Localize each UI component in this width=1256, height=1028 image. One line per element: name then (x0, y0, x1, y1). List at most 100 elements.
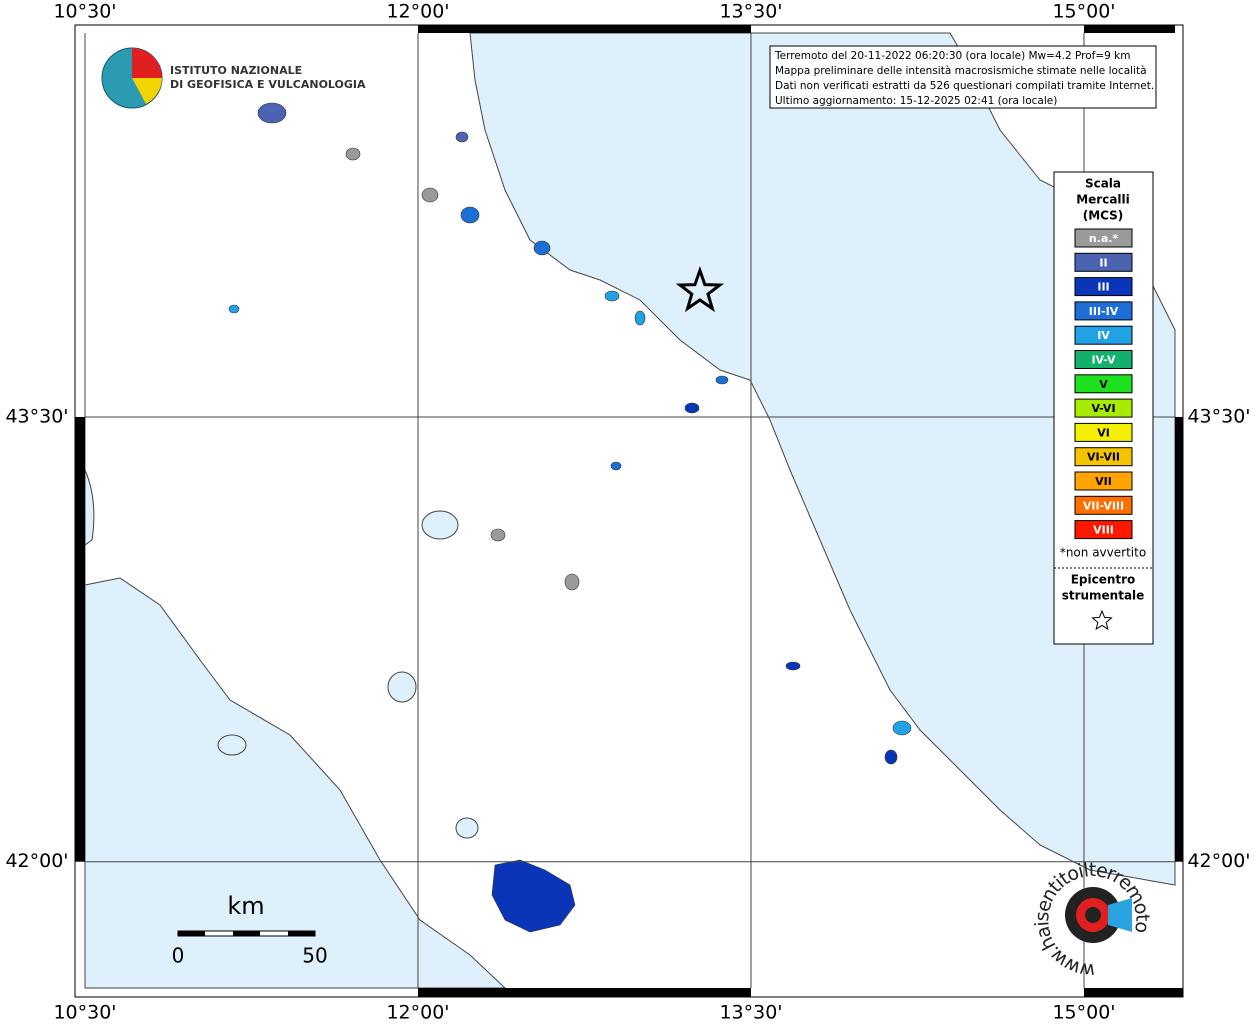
area (490, 528, 506, 542)
scale-segment (178, 931, 205, 936)
legend-label: n.a.* (1089, 232, 1119, 245)
logo-segment (132, 48, 162, 78)
legend: Scala Mercalli (MCS) *non avvertito Epic… (1053, 171, 1154, 645)
legend-label: V-VI (1091, 402, 1115, 415)
area (634, 310, 646, 326)
area (564, 573, 580, 591)
lat-label-right: 42°00' (1187, 850, 1250, 872)
frame-bar (1083, 988, 1175, 997)
legend-label: V (1099, 378, 1108, 391)
legend-swatch (1074, 325, 1133, 345)
frame-bars (75, 25, 1183, 997)
lon-label-bottom: 15°00' (1052, 1002, 1115, 1024)
area (785, 661, 801, 671)
frame-bar (1083, 25, 1175, 33)
adriatic-sea (469, 32, 1176, 886)
lake (455, 817, 479, 839)
info-line: Ultimo aggiornamento: 15-12-2025 02:41 (… (775, 95, 1057, 107)
legend-title: (MCS) (1083, 209, 1124, 223)
frame-bar (417, 988, 751, 997)
legend-label: III-IV (1089, 305, 1119, 318)
legend-epicenter-label: strumentale (1062, 589, 1145, 603)
area (610, 461, 622, 471)
area (228, 304, 240, 314)
lake (421, 510, 459, 540)
legend-swatch (1074, 422, 1133, 442)
legend-epicenter-label: Epicentro (1071, 573, 1136, 587)
lon-label-bottom: 10°30' (53, 1002, 116, 1024)
frame-bar (1175, 416, 1183, 862)
lake (387, 671, 417, 703)
area (884, 749, 898, 765)
scale-segment (288, 931, 315, 936)
area (491, 859, 576, 933)
legend-label: VI (1097, 426, 1110, 439)
frame-bar (75, 416, 85, 862)
lon-label-top: 13°30' (719, 1, 782, 23)
frame-bar (1175, 988, 1183, 997)
watermark-speaker (1108, 898, 1132, 932)
legend-swatch (1074, 350, 1133, 369)
lat-label-right: 43°30' (1187, 405, 1250, 427)
lon-label-top: 12°00' (386, 1, 449, 23)
legend-swatch (1074, 471, 1133, 491)
legend-note: *non avvertito (1060, 546, 1146, 560)
logo: ISTITUTO NAZIONALE DI GEOFISICA E VULCAN… (101, 47, 366, 109)
logo-segment (132, 78, 162, 104)
scale-start: 0 (172, 944, 185, 968)
info-box: Terremoto del 20-11-2022 06:20:30 (ora l… (769, 45, 1157, 109)
legend-label: VIII (1093, 524, 1114, 537)
lon-label-bottom: 13°30' (719, 1002, 782, 1024)
legend-swatch (1074, 277, 1133, 297)
legend-swatch (1074, 228, 1133, 248)
lon-label-top: 10°30' (53, 1, 116, 23)
area (715, 375, 729, 385)
info-line: Terremoto del 20-11-2022 06:20:30 (ora l… (774, 50, 1130, 62)
legend-title: Scala (1085, 177, 1121, 191)
legend-star (1091, 609, 1113, 631)
area (604, 290, 620, 302)
lon-label-top: 15°00' (1052, 1, 1115, 23)
map-area (84, 32, 1176, 989)
area (533, 240, 551, 256)
legend-label: IV-V (1091, 354, 1116, 367)
legend-label: VI-VII (1087, 451, 1120, 464)
legend-swatch (1074, 374, 1133, 394)
legend-label: III (1097, 281, 1109, 294)
legend-swatch (1074, 447, 1133, 467)
area (892, 720, 912, 736)
legend-title: Mercalli (1076, 193, 1130, 207)
legend-swatch (1074, 495, 1133, 515)
scale-end: 50 (302, 944, 327, 968)
lon-label-bottom: 12°00' (386, 1002, 449, 1024)
legend-swatch (1074, 398, 1133, 418)
info-line: Dati non verificati estratti da 526 ques… (775, 80, 1154, 92)
frame-bar (417, 25, 751, 33)
legend-swatch (1074, 520, 1133, 540)
epicenter (675, 266, 725, 313)
area (345, 147, 361, 161)
lake (217, 734, 247, 756)
legend-label: II (1099, 256, 1107, 269)
info-frame (769, 45, 1157, 109)
intensity-areas (228, 102, 912, 933)
logo-text: ISTITUTO NAZIONALE (170, 64, 302, 77)
info-line: Mappa preliminare delle intensità macros… (775, 65, 1147, 77)
scale-bar: km 0 50 (172, 892, 328, 968)
scale-unit: km (227, 892, 264, 920)
watermark-target (1085, 907, 1101, 923)
area (684, 402, 700, 414)
legend-swatch (1074, 252, 1133, 272)
legend-label: VII (1095, 475, 1112, 488)
area (421, 187, 439, 203)
area (460, 206, 480, 224)
logo-text: DI GEOFISICA E VULCANOLOGIA (170, 78, 366, 91)
lat-label-left: 43°30' (5, 405, 68, 427)
legend-label: VII-VIII (1083, 499, 1124, 512)
legend-swatch (1074, 301, 1133, 321)
area (455, 131, 469, 143)
legend-label: IV (1097, 329, 1110, 342)
scale-segment (233, 931, 260, 936)
